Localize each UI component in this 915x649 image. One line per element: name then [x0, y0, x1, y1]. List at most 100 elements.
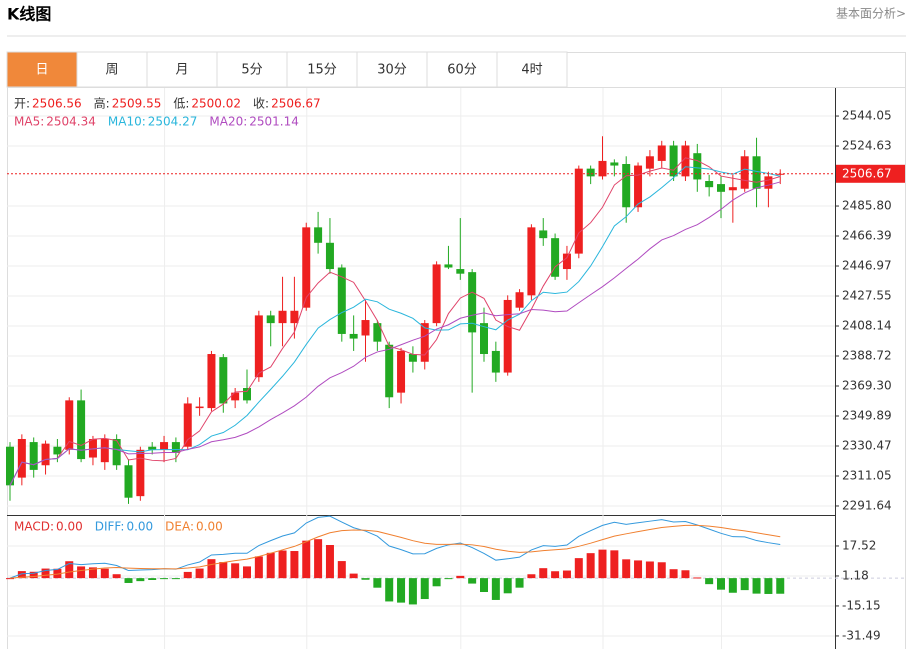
- macd-bar: [112, 574, 121, 579]
- candle-body: [397, 350, 406, 393]
- macd-bar: [278, 550, 287, 579]
- y-tick-label: 2466.39: [842, 229, 892, 243]
- macd-bar: [349, 573, 358, 579]
- y-tick-label: 2349.89: [842, 408, 892, 422]
- candle-body: [420, 323, 429, 362]
- candle-body: [29, 442, 38, 470]
- tab-label[interactable]: 60分: [447, 63, 477, 78]
- macd-bar: [385, 578, 394, 602]
- y-tick-label: 2544.05: [842, 109, 892, 123]
- tab-label[interactable]: 15分: [307, 63, 337, 78]
- candle-body: [515, 292, 524, 308]
- macd-bar: [397, 578, 406, 603]
- macd-bar: [503, 578, 512, 594]
- macd-bar: [717, 578, 725, 590]
- candle-body: [562, 253, 571, 270]
- tab-background[interactable]: [76, 51, 148, 88]
- y-tick-label: 2524.63: [842, 139, 892, 153]
- macd-bar: [705, 578, 714, 585]
- candle-body: [408, 354, 417, 362]
- macd-bar: [693, 577, 702, 579]
- macd-bar: [100, 568, 109, 579]
- info-label: DIFF:: [95, 520, 125, 534]
- candle-body: [551, 238, 560, 277]
- macd-bar: [634, 560, 643, 579]
- tab-label[interactable]: 日: [35, 63, 48, 78]
- candle-body: [278, 310, 287, 324]
- y-tick-label: 2485.80: [842, 199, 892, 213]
- macd-bar: [53, 568, 62, 579]
- info-value: 0.00: [56, 520, 83, 534]
- macd-bar: [124, 578, 133, 583]
- candle-body: [148, 446, 157, 450]
- macd-bar: [480, 578, 488, 593]
- page-title: K线图: [7, 5, 51, 24]
- info-value: 2509.55: [112, 97, 162, 111]
- diff-line: [9, 515, 781, 579]
- tab-label[interactable]: 4时: [521, 63, 542, 78]
- macd-bar: [148, 578, 157, 580]
- tab-label[interactable]: 30分: [377, 63, 407, 78]
- macd-bar: [491, 578, 500, 600]
- macd-bar: [752, 578, 761, 594]
- macd-bar: [41, 568, 50, 579]
- y-tick-label: 2330.47: [842, 438, 892, 452]
- candle-body: [183, 403, 192, 447]
- candle-body: [598, 160, 607, 177]
- tab-background[interactable]: [146, 51, 218, 88]
- dea-line: [9, 524, 781, 579]
- candle-body: [705, 181, 714, 188]
- info-value: 2504.27: [148, 115, 198, 129]
- candle-body: [314, 227, 323, 243]
- macd-bar: [314, 539, 323, 579]
- y-tick-label: -31.49: [842, 628, 881, 642]
- tab-background[interactable]: [356, 51, 428, 88]
- candle-body: [254, 315, 263, 378]
- info-value: 0.00: [126, 520, 153, 534]
- macd-bar: [551, 571, 560, 579]
- candle-body: [136, 449, 145, 497]
- macd-bar: [610, 550, 619, 579]
- candle-body: [539, 230, 548, 239]
- macd-bar: [160, 578, 169, 580]
- macd-bar: [243, 566, 251, 579]
- macd-bar: [669, 569, 678, 579]
- tab-label[interactable]: 5分: [241, 63, 262, 78]
- last-price-box: [836, 164, 905, 183]
- candle-body: [752, 156, 761, 189]
- macd-bar: [681, 570, 690, 579]
- candle-body: [6, 446, 14, 486]
- macd-bar: [183, 571, 192, 579]
- tab-background[interactable]: [496, 51, 568, 88]
- macd-bar: [254, 556, 263, 579]
- candle-body: [503, 299, 512, 373]
- macd-bar: [65, 561, 74, 579]
- macd-bar: [539, 568, 548, 579]
- tab-background[interactable]: [6, 51, 78, 88]
- fundamental-link[interactable]: 基本面分析>: [836, 7, 906, 21]
- macd-bar: [17, 571, 26, 579]
- candle-body: [657, 145, 666, 161]
- macd-bar: [657, 562, 666, 579]
- info-label: MACD:: [14, 520, 54, 534]
- candle-body: [160, 442, 169, 450]
- info-value: 2500.02: [191, 97, 241, 111]
- macd-bar: [77, 566, 86, 579]
- candle-body: [219, 357, 228, 404]
- macd-bar: [468, 578, 477, 584]
- candle-body: [373, 323, 382, 342]
- tab-background[interactable]: [216, 51, 288, 88]
- info-label: 低:: [173, 97, 189, 111]
- macd-bar: [290, 551, 299, 579]
- info-label: 高:: [94, 96, 110, 111]
- candle-body: [290, 310, 299, 324]
- macd-bar: [266, 552, 275, 579]
- candle-body: [610, 162, 619, 166]
- y-tick-label: 2291.64: [842, 498, 892, 512]
- tab-label[interactable]: 月: [175, 63, 188, 78]
- macd-bar: [444, 578, 453, 580]
- candle-body: [586, 168, 595, 177]
- macd-bar: [136, 578, 145, 582]
- tab-label[interactable]: 周: [105, 63, 118, 78]
